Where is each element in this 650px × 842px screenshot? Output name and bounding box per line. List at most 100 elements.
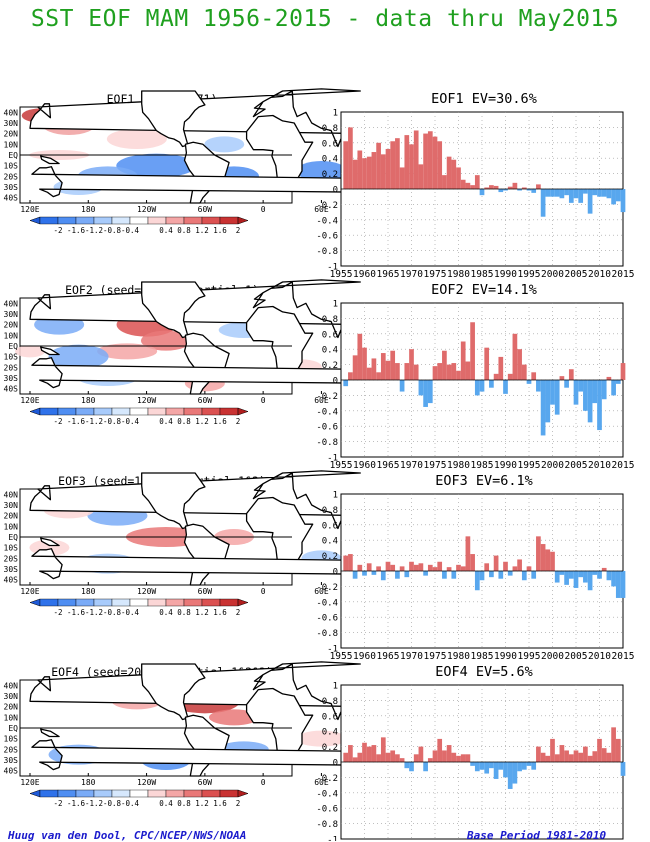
colorbar-segment (111, 216, 131, 225)
x-tick-label: 1980 (447, 269, 470, 280)
colorbar-label: -2 (53, 417, 62, 426)
bar (601, 748, 607, 762)
bar (460, 179, 466, 189)
bar (587, 755, 593, 762)
bar (526, 189, 532, 191)
colorbar-segment (183, 216, 203, 225)
bar (503, 561, 508, 571)
continent (245, 496, 314, 574)
bar (362, 571, 367, 576)
x-tick-label: 2005 (565, 651, 588, 662)
y-tick-label: 0.6 (322, 330, 338, 340)
colorbar-label: -1.6 (67, 226, 86, 235)
bar (526, 380, 532, 384)
bar (437, 738, 443, 762)
bar (517, 189, 522, 191)
bar (456, 755, 461, 762)
lat-label: 30N (4, 119, 19, 128)
lat-label: 40S (4, 385, 19, 394)
x-tick-label: 1960 (353, 651, 376, 662)
bar (507, 186, 513, 189)
page-title: SST EOF MAM 1956-2015 - data thru May201… (30, 6, 620, 32)
continent (31, 739, 377, 771)
lon-label: 120E (20, 205, 39, 214)
lon-label: 60W (198, 587, 213, 596)
lon-label: 180 (81, 205, 96, 214)
bar (606, 752, 612, 762)
y-tick-label: 0 (333, 568, 338, 578)
lat-label: EQ (8, 151, 18, 160)
bar (540, 380, 546, 436)
bar (620, 571, 626, 598)
y-tick-label: -0.6 (316, 614, 338, 624)
bar (540, 544, 546, 571)
anomaly-region (15, 345, 45, 358)
x-tick-label: 1975 (424, 651, 447, 662)
bar (536, 380, 541, 392)
eof1-chart-panel: EOF1 EV=30.6% 1 0.8 0.6 0.4 0.2 0 -0.2 -0.4 -0.6… (316, 91, 634, 280)
anomaly-region (204, 136, 245, 153)
x-tick-label: 2010 (588, 269, 611, 280)
bar (409, 349, 414, 380)
bar (554, 571, 560, 583)
anomaly-region (209, 709, 259, 726)
lat-label: EQ (8, 342, 18, 351)
lat-label: 30S (4, 374, 19, 383)
bar (366, 156, 372, 189)
bar (578, 189, 584, 203)
lat-label: 10N (4, 331, 19, 340)
bar (592, 751, 598, 762)
bar (376, 142, 381, 189)
x-tick-label: 1985 (471, 651, 494, 662)
colorbar-label: 1.2 (195, 799, 209, 808)
bar (390, 564, 396, 571)
lon-label: 0 (261, 778, 266, 787)
y-tick-label: -0.8 (316, 820, 338, 830)
colorbar-label: -1.6 (67, 417, 86, 426)
bar (489, 380, 494, 388)
lon-label: 0 (261, 396, 266, 405)
bar (390, 141, 396, 189)
x-tick-label: 2010 (588, 651, 611, 662)
lat-label: 20N (4, 130, 19, 139)
eof2-chart-title: EOF2 EV=14.1% (431, 282, 537, 298)
colorbar-label: 1.2 (195, 608, 209, 617)
bar (573, 750, 579, 762)
colorbar-label: 1.2 (195, 417, 209, 426)
bar (427, 564, 433, 571)
bar (418, 380, 424, 396)
lat-label: 30S (4, 565, 19, 574)
bar (366, 746, 372, 762)
bar (465, 754, 471, 762)
bar (446, 364, 452, 380)
lon-label: 120W (137, 587, 156, 596)
colorbar-segment (147, 407, 167, 416)
lat-label: 20S (4, 172, 19, 181)
colorbar-label: -1.6 (67, 608, 86, 617)
bar (611, 727, 616, 762)
bar (545, 755, 551, 762)
colorbar-segment (111, 789, 131, 798)
bar (423, 380, 428, 407)
colorbar-label: -0.4 (121, 226, 140, 235)
bar (442, 571, 447, 579)
y-tick-label: 0 (333, 377, 338, 387)
x-tick-label: 1955 (330, 460, 353, 471)
colorbar-label: -0.4 (121, 608, 140, 617)
lat-label: 10S (4, 544, 19, 553)
y-tick-label: -1 (327, 454, 338, 464)
eof4-chart-title: EOF4 EV=5.6% (435, 664, 533, 680)
bar (442, 750, 447, 762)
bar (385, 752, 391, 762)
bar (540, 189, 546, 217)
x-tick-label: 1980 (447, 460, 470, 471)
colorbar-segment (111, 407, 131, 416)
colorbar-label: -1.2 (85, 608, 103, 617)
colorbar-segment (219, 789, 239, 798)
lat-label: 20S (4, 554, 19, 563)
colorbar-segment (201, 216, 221, 225)
colorbar-segment (75, 598, 95, 607)
bar (352, 159, 358, 189)
bar (564, 750, 569, 762)
